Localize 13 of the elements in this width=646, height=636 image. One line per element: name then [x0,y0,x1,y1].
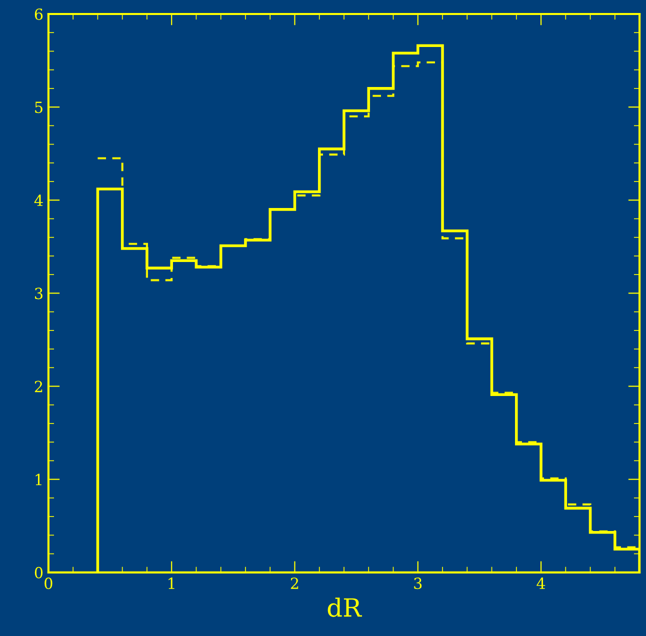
x-tick-label: 0 [44,578,52,590]
y-tick-label: 6 [34,8,43,20]
x-tick-label: 1 [168,578,174,589]
x-tick-label: 4 [536,578,546,589]
x-tick-label: 3 [414,578,422,590]
y-tick-label: 4 [34,194,43,206]
y-tick-label: 3 [35,288,42,300]
x-axis-title: dR [328,598,362,617]
y-tick-label: 1 [36,474,42,486]
y-tick-label: 0 [34,566,43,578]
y-tick-label: 2 [34,380,42,392]
y-tick-label: 5 [35,102,42,114]
x-tick-label: 2 [290,578,298,589]
